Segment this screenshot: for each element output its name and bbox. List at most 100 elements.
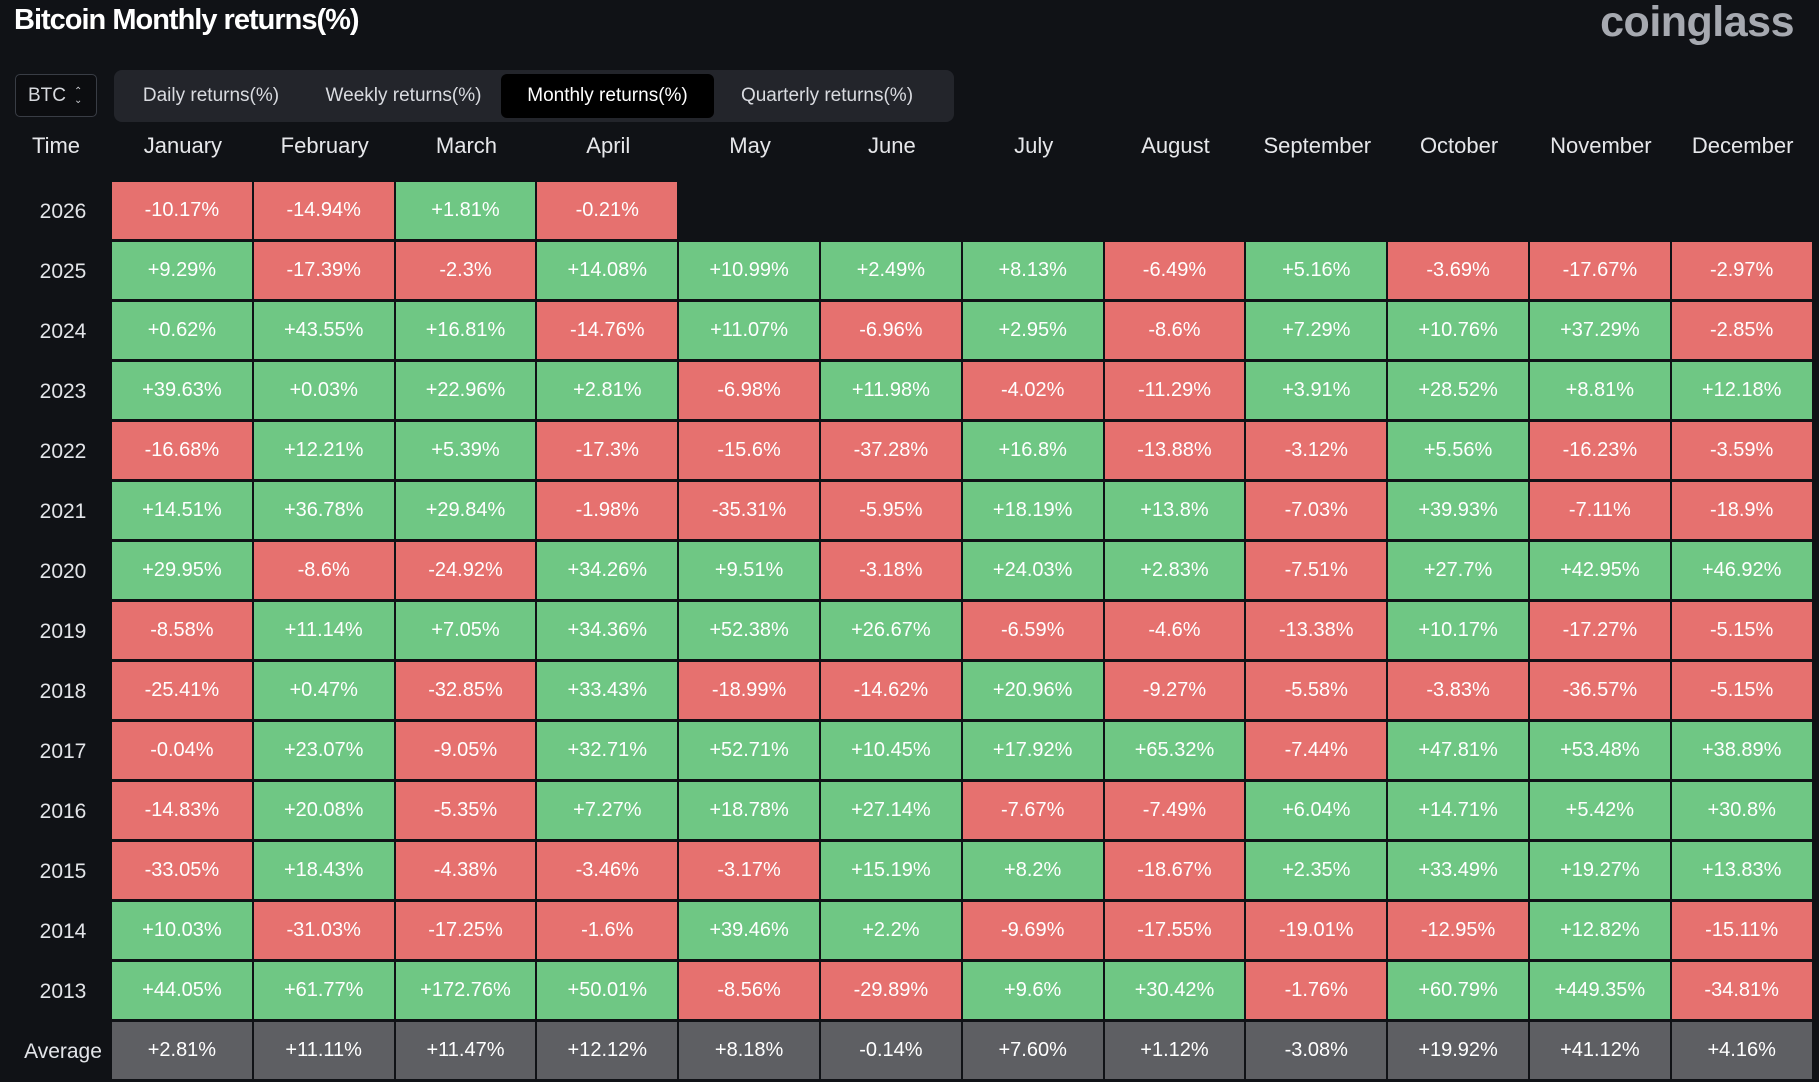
return-cell: +65.32% bbox=[1104, 722, 1247, 782]
average-row: Average +2.81% +11.11% +11.47% +12.12% +8.18%… bbox=[0, 1022, 1814, 1082]
return-cell: -14.83% bbox=[112, 782, 254, 842]
monthly-returns-table: Time January February March April May June Jul… bbox=[0, 133, 1814, 1082]
return-cell: +10.17% bbox=[1388, 602, 1530, 662]
return-cell: -9.69% bbox=[962, 902, 1105, 962]
return-cell: -14.94% bbox=[253, 182, 396, 242]
return-cell bbox=[963, 182, 1105, 242]
return-cell: -4.02% bbox=[962, 362, 1105, 422]
month-column-header: June bbox=[868, 133, 916, 158]
return-cell: -14.76% bbox=[537, 302, 680, 362]
return-cell: +7.05% bbox=[395, 602, 538, 662]
month-column-header: December bbox=[1691, 133, 1794, 158]
return-cell: -17.25% bbox=[395, 902, 538, 962]
return-cell: -31.03% bbox=[253, 902, 396, 962]
return-cell: +7.29% bbox=[1246, 302, 1389, 362]
return-cell: +16.81% bbox=[395, 302, 538, 362]
return-cell: +11.14% bbox=[253, 602, 396, 662]
return-cell: -6.98% bbox=[679, 362, 821, 422]
tab-monthly-returns[interactable]: Monthly returns(%) bbox=[501, 74, 714, 118]
return-cell: +34.26% bbox=[537, 542, 680, 602]
return-cell: +18.19% bbox=[962, 482, 1105, 542]
table-header-row: Time January February March April May June Jul… bbox=[0, 133, 1814, 182]
tab-daily-returns[interactable]: Daily returns(%) bbox=[142, 85, 280, 106]
return-cell: -5.95% bbox=[820, 482, 963, 542]
return-cell: +38.89% bbox=[1671, 722, 1814, 782]
year-label: 2017 bbox=[39, 740, 87, 763]
return-cell: -16.68% bbox=[112, 422, 254, 482]
return-cell: +27.14% bbox=[820, 782, 963, 842]
return-cell bbox=[1530, 182, 1672, 242]
month-column-header: April bbox=[586, 133, 631, 158]
return-cell: +16.8% bbox=[962, 422, 1105, 482]
return-cell: +11.07% bbox=[679, 302, 821, 362]
return-cell bbox=[821, 182, 963, 242]
chevron-up-down-icon: ⌃ ⌄ bbox=[74, 85, 83, 106]
month-column-header: September bbox=[1263, 133, 1372, 158]
average-cell: +1.12% bbox=[1104, 1022, 1247, 1082]
return-cell: +32.71% bbox=[537, 722, 680, 782]
return-cell: +8.81% bbox=[1529, 362, 1672, 422]
return-cell: +50.01% bbox=[537, 962, 680, 1022]
return-cell: -7.11% bbox=[1529, 482, 1672, 542]
month-column-header: March bbox=[435, 133, 498, 158]
tab-weekly-returns[interactable]: Weekly returns(%) bbox=[325, 85, 482, 106]
return-cell: +10.45% bbox=[820, 722, 963, 782]
return-cell: -18.67% bbox=[1104, 842, 1247, 902]
return-cell: -17.39% bbox=[253, 242, 396, 302]
year-label: 2026 bbox=[39, 200, 87, 223]
tab-quarterly-returns[interactable]: Quarterly returns(%) bbox=[740, 85, 914, 106]
table-row: 2018 -25.41% +0.47% -32.85% +33.43% -18.99% -1… bbox=[0, 662, 1814, 722]
return-cell: -6.49% bbox=[1104, 242, 1247, 302]
return-cell: +46.92% bbox=[1671, 542, 1814, 602]
return-cell: -15.11% bbox=[1671, 902, 1814, 962]
average-cell: +4.16% bbox=[1671, 1022, 1814, 1082]
return-cell: +18.78% bbox=[679, 782, 821, 842]
return-cell: -3.59% bbox=[1671, 422, 1814, 482]
return-cell: +39.93% bbox=[1388, 482, 1530, 542]
year-label: 2014 bbox=[39, 920, 87, 943]
return-cell: +24.03% bbox=[962, 542, 1105, 602]
year-label: 2013 bbox=[39, 980, 87, 1003]
table-row: 2023 +39.63% +0.03% +22.96% +2.81% -6.98% +11.… bbox=[0, 362, 1814, 422]
return-cell: -3.46% bbox=[537, 842, 680, 902]
year-label: 2015 bbox=[39, 860, 87, 883]
return-cell: +13.8% bbox=[1104, 482, 1247, 542]
return-cell: -4.6% bbox=[1104, 602, 1247, 662]
return-cell: +2.81% bbox=[537, 362, 680, 422]
return-cell: +10.99% bbox=[679, 242, 821, 302]
page-title: Bitcoin Monthly returns(%) bbox=[14, 4, 360, 36]
month-column-header: August bbox=[1141, 133, 1210, 158]
return-cell: +3.91% bbox=[1246, 362, 1389, 422]
return-cell: +37.29% bbox=[1529, 302, 1672, 362]
return-cell: -5.58% bbox=[1246, 662, 1389, 722]
return-cell: -3.69% bbox=[1388, 242, 1530, 302]
table-row: 2017 -0.04% +23.07% -9.05% +32.71% +52.71% +10… bbox=[0, 722, 1814, 782]
return-cell: -6.96% bbox=[820, 302, 963, 362]
table-body: 2026 -10.17% -14.94% +1.81% -0.21% 2025 +9.29%… bbox=[0, 182, 1814, 1082]
return-cell: +23.07% bbox=[253, 722, 396, 782]
return-cell: -3.17% bbox=[679, 842, 821, 902]
month-column-header: October bbox=[1419, 133, 1499, 158]
return-cell: -7.03% bbox=[1246, 482, 1389, 542]
return-cell bbox=[1672, 182, 1814, 242]
return-cell: -3.18% bbox=[820, 542, 963, 602]
return-cell: -34.81% bbox=[1671, 962, 1814, 1022]
return-cell: +30.8% bbox=[1671, 782, 1814, 842]
return-cell: -10.17% bbox=[112, 182, 254, 242]
return-cell: +14.08% bbox=[537, 242, 680, 302]
return-cell: +20.96% bbox=[962, 662, 1105, 722]
asset-selector[interactable]: BTC ⌃ ⌄ bbox=[15, 74, 97, 117]
return-cell: +5.56% bbox=[1388, 422, 1530, 482]
return-cell bbox=[1246, 182, 1388, 242]
return-cell: +14.51% bbox=[112, 482, 254, 542]
return-cell: +5.16% bbox=[1246, 242, 1389, 302]
return-cell bbox=[679, 182, 821, 242]
asset-selector-value: BTC bbox=[28, 84, 66, 106]
return-cell: +9.51% bbox=[679, 542, 821, 602]
return-cell: +52.38% bbox=[679, 602, 821, 662]
year-label: 2024 bbox=[39, 320, 87, 343]
return-cell: +27.7% bbox=[1388, 542, 1530, 602]
return-cell: -24.92% bbox=[395, 542, 538, 602]
table-row: 2021 +14.51% +36.78% +29.84% -1.98% -35.31% -5… bbox=[0, 482, 1814, 542]
return-cell: +52.71% bbox=[679, 722, 821, 782]
